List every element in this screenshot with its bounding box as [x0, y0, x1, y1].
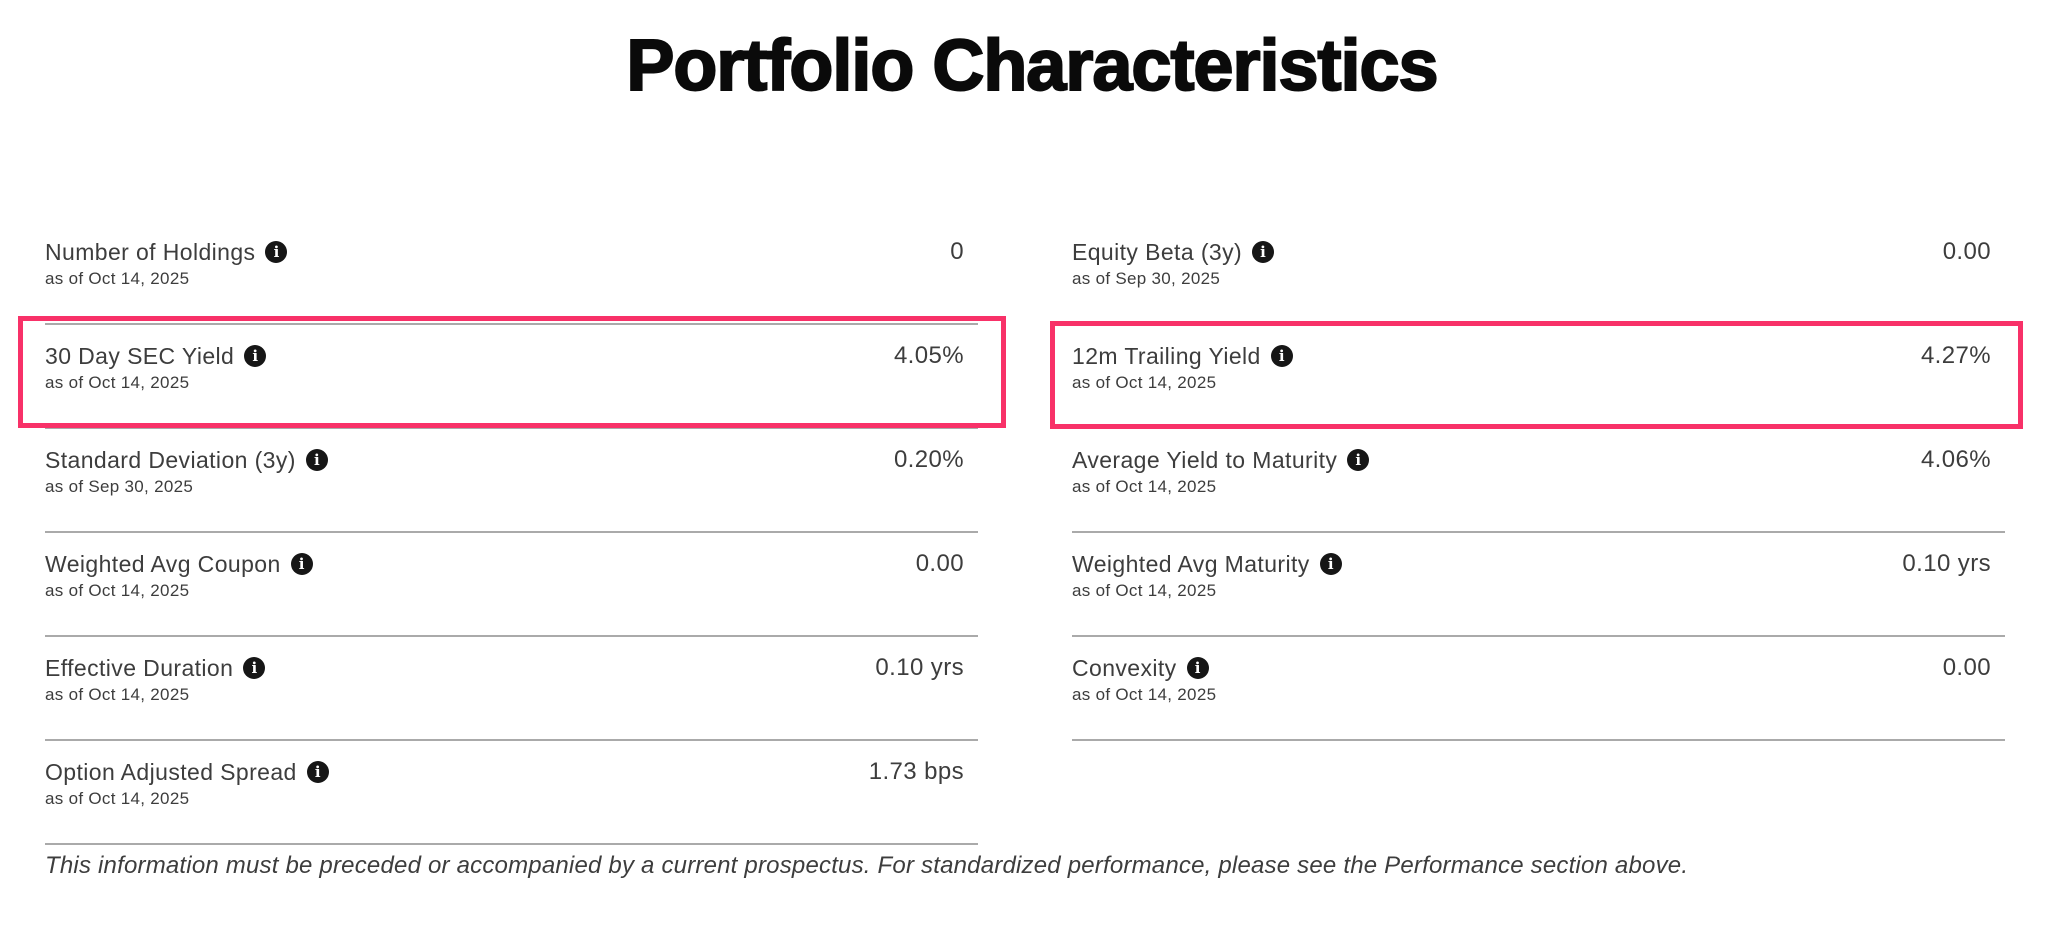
metric-row-convexity: Convexity i 0.00 as of Oct 14, 2025 — [1072, 637, 2005, 741]
info-icon-glyph: i — [1260, 243, 1266, 261]
metric-row-12m-trailing-yield: 12m Trailing Yield i 4.27% as of Oct 14,… — [1050, 321, 2023, 429]
metric-value: 0.10 yrs — [1902, 550, 1991, 577]
info-icon-glyph: i — [273, 243, 280, 261]
metric-label: Equity Beta (3y) — [1072, 239, 1243, 265]
metric-label: Number of Holdings — [45, 239, 256, 265]
metric-as-of-date: as of Sep 30, 2025 — [45, 477, 194, 496]
metric-label-group: Number of Holdings i — [45, 238, 288, 266]
info-icon-glyph: i — [1194, 659, 1201, 677]
info-icon[interactable]: i — [306, 761, 329, 783]
info-icon-glyph: i — [252, 347, 259, 365]
info-icon[interactable]: i — [244, 345, 267, 367]
metric-label-group: Standard Deviation (3y) i — [45, 446, 328, 474]
metric-label: Convexity — [1072, 655, 1177, 681]
metric-row-top: Option Adjusted Spread i 1.73 bps — [45, 758, 978, 786]
metric-label: Weighted Avg Coupon — [45, 551, 281, 577]
metric-value: 4.06% — [1920, 446, 1991, 473]
info-icon[interactable]: i — [265, 241, 288, 263]
metric-row-average-yield-to-maturity: Average Yield to Maturity i 4.06% as of … — [1072, 429, 2005, 533]
metric-label-group: 30 Day SEC Yield i — [45, 342, 267, 370]
metric-row-weighted-avg-coupon: Weighted Avg Coupon i 0.00 as of Oct 14,… — [45, 533, 978, 637]
metric-label-group: Weighted Avg Coupon i — [45, 550, 313, 578]
info-icon-glyph: i — [1327, 555, 1334, 573]
metric-row-standard-deviation-3y: Standard Deviation (3y) i 0.20% as of Se… — [45, 429, 978, 533]
metric-as-of-date: as of Oct 14, 2025 — [45, 685, 190, 704]
info-icon[interactable]: i — [1319, 553, 1342, 575]
metric-row-top: Weighted Avg Coupon i 0.00 — [45, 550, 978, 578]
metric-value: 0 — [950, 238, 964, 265]
info-icon[interactable]: i — [1252, 241, 1275, 263]
page-title: Portfolio Characteristics — [625, 26, 1439, 106]
metric-row-top: 30 Day SEC Yield i 4.05% — [45, 342, 978, 370]
metric-row-top: Standard Deviation (3y) i 0.20% — [45, 446, 978, 474]
metric-label-group: Effective Duration i — [45, 654, 266, 682]
metric-row-number-of-holdings: Number of Holdings i 0 as of Oct 14, 202… — [45, 238, 978, 325]
metric-row-top: 12m Trailing Yield i 4.27% — [1072, 342, 2005, 370]
info-icon[interactable]: i — [243, 657, 266, 679]
metric-label: 12m Trailing Yield — [1072, 343, 1261, 369]
metrics-column-left: Number of Holdings i 0 as of Oct 14, 202… — [18, 238, 1006, 845]
metric-row-top: Average Yield to Maturity i 4.06% — [1072, 446, 2005, 474]
metric-as-of-date: as of Oct 14, 2025 — [45, 581, 190, 600]
metric-row-top: Weighted Avg Maturity i 0.10 yrs — [1072, 550, 2005, 578]
metric-value: 0.00 — [1942, 238, 1991, 265]
metric-label: Option Adjusted Spread — [45, 759, 297, 785]
metric-as-of-date: as of Oct 14, 2025 — [1072, 477, 1217, 496]
metric-value: 0.10 yrs — [875, 654, 964, 681]
metric-label: Average Yield to Maturity — [1072, 447, 1338, 473]
metric-row-equity-beta-3y: Equity Beta (3y) i 0.00 as of Sep 30, 20… — [1072, 238, 2005, 325]
metric-as-of-date: as of Oct 14, 2025 — [45, 789, 190, 808]
metric-as-of-date: as of Oct 14, 2025 — [1072, 685, 1217, 704]
info-icon[interactable]: i — [1347, 449, 1370, 471]
metric-as-of-date: as of Oct 14, 2025 — [45, 269, 190, 288]
metric-row-top: Effective Duration i 0.10 yrs — [45, 654, 978, 682]
metric-value: 1.73 bps — [868, 758, 964, 785]
metric-row-top: Number of Holdings i 0 — [45, 238, 978, 266]
info-icon-glyph: i — [1278, 347, 1285, 365]
metric-row-top: Convexity i 0.00 — [1072, 654, 2005, 682]
info-icon-glyph: i — [251, 659, 258, 677]
metric-label-group: Weighted Avg Maturity i — [1072, 550, 1342, 578]
metric-as-of-date: as of Oct 14, 2025 — [1072, 373, 1217, 392]
metrics-column-right: Equity Beta (3y) i 0.00 as of Sep 30, 20… — [1050, 238, 2023, 741]
metric-value: 0.00 — [915, 550, 964, 577]
metric-value: 4.27% — [1920, 342, 1991, 369]
disclaimer-text: This information must be preceded or acc… — [45, 852, 1689, 879]
metric-row-option-adjusted-spread: Option Adjusted Spread i 1.73 bps as of … — [45, 741, 978, 845]
metric-label-group: 12m Trailing Yield i — [1072, 342, 1293, 370]
info-icon-glyph: i — [314, 763, 321, 781]
metric-as-of-date: as of Sep 30, 2025 — [1072, 269, 1221, 288]
metric-label: Effective Duration — [45, 655, 234, 681]
info-icon[interactable]: i — [305, 449, 328, 471]
metric-label-group: Convexity i — [1072, 654, 1209, 682]
metric-value: 0.20% — [893, 446, 964, 473]
metric-row-weighted-avg-maturity: Weighted Avg Maturity i 0.10 yrs as of O… — [1072, 533, 2005, 637]
metric-value: 0.00 — [1942, 654, 1991, 681]
info-icon-glyph: i — [1355, 451, 1362, 469]
info-icon-glyph: i — [298, 555, 305, 573]
metric-as-of-date: as of Oct 14, 2025 — [45, 373, 190, 392]
metric-label-group: Average Yield to Maturity i — [1072, 446, 1370, 474]
metric-value: 4.05% — [893, 342, 964, 369]
metric-row-30-day-sec-yield: 30 Day SEC Yield i 4.05% as of Oct 14, 2… — [18, 316, 1006, 429]
info-icon[interactable]: i — [1186, 657, 1209, 679]
metric-label: 30 Day SEC Yield — [45, 343, 235, 369]
metric-label: Standard Deviation (3y) — [45, 447, 296, 473]
metric-row-effective-duration: Effective Duration i 0.10 yrs as of Oct … — [45, 637, 978, 741]
metric-as-of-date: as of Oct 14, 2025 — [1072, 581, 1217, 600]
info-icon-glyph: i — [313, 451, 320, 469]
metric-label-group: Equity Beta (3y) i — [1072, 238, 1275, 266]
info-icon[interactable]: i — [1270, 345, 1293, 367]
metric-label-group: Option Adjusted Spread i — [45, 758, 329, 786]
metric-row-top: Equity Beta (3y) i 0.00 — [1072, 238, 2005, 266]
info-icon[interactable]: i — [290, 553, 313, 575]
metric-label: Weighted Avg Maturity — [1072, 551, 1310, 577]
